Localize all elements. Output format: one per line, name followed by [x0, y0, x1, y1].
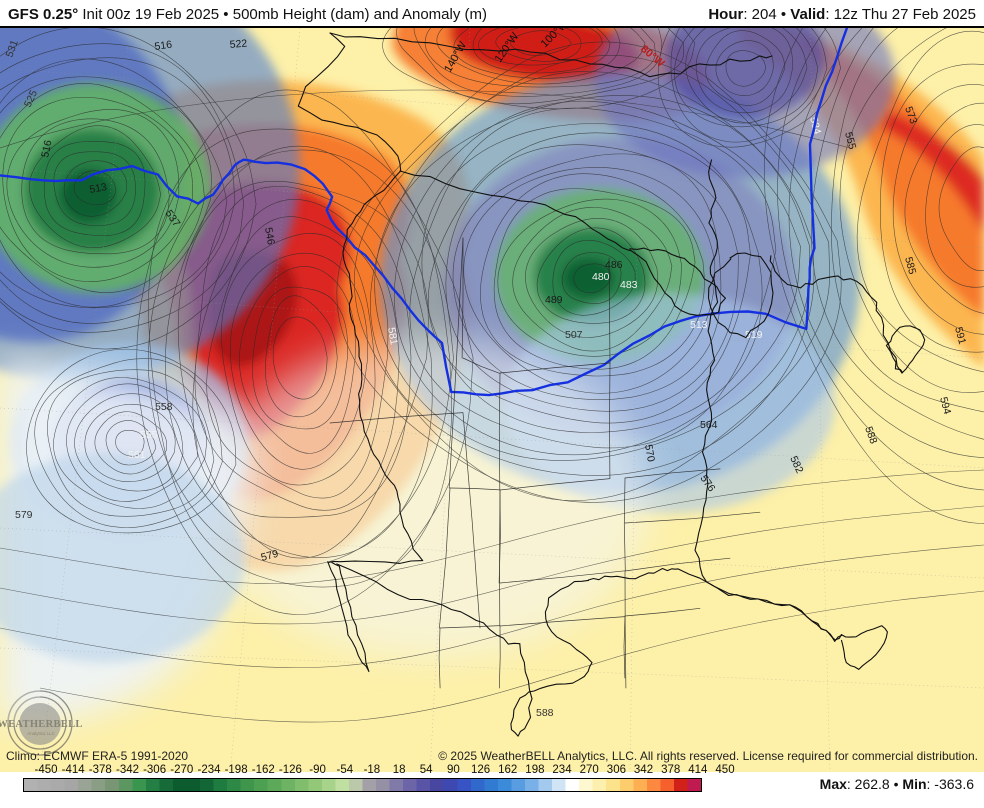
svg-text:579: 579: [15, 509, 33, 521]
svg-text:Analytics LLC: Analytics LLC: [27, 731, 55, 736]
svg-text:483: 483: [620, 279, 638, 291]
svg-text:507: 507: [565, 329, 583, 341]
svg-text:489: 489: [545, 294, 563, 306]
svg-text:588: 588: [536, 707, 554, 719]
svg-text:555: 555: [140, 429, 158, 441]
svg-text:486: 486: [605, 259, 623, 271]
svg-text:522: 522: [229, 37, 248, 50]
svg-text:561: 561: [128, 449, 146, 461]
svg-text:480: 480: [592, 271, 610, 283]
svg-text:WEATHERBELL: WEATHERBELL: [0, 719, 83, 730]
svg-text:516: 516: [154, 39, 173, 53]
svg-text:513: 513: [690, 319, 708, 331]
svg-text:558: 558: [155, 401, 173, 413]
